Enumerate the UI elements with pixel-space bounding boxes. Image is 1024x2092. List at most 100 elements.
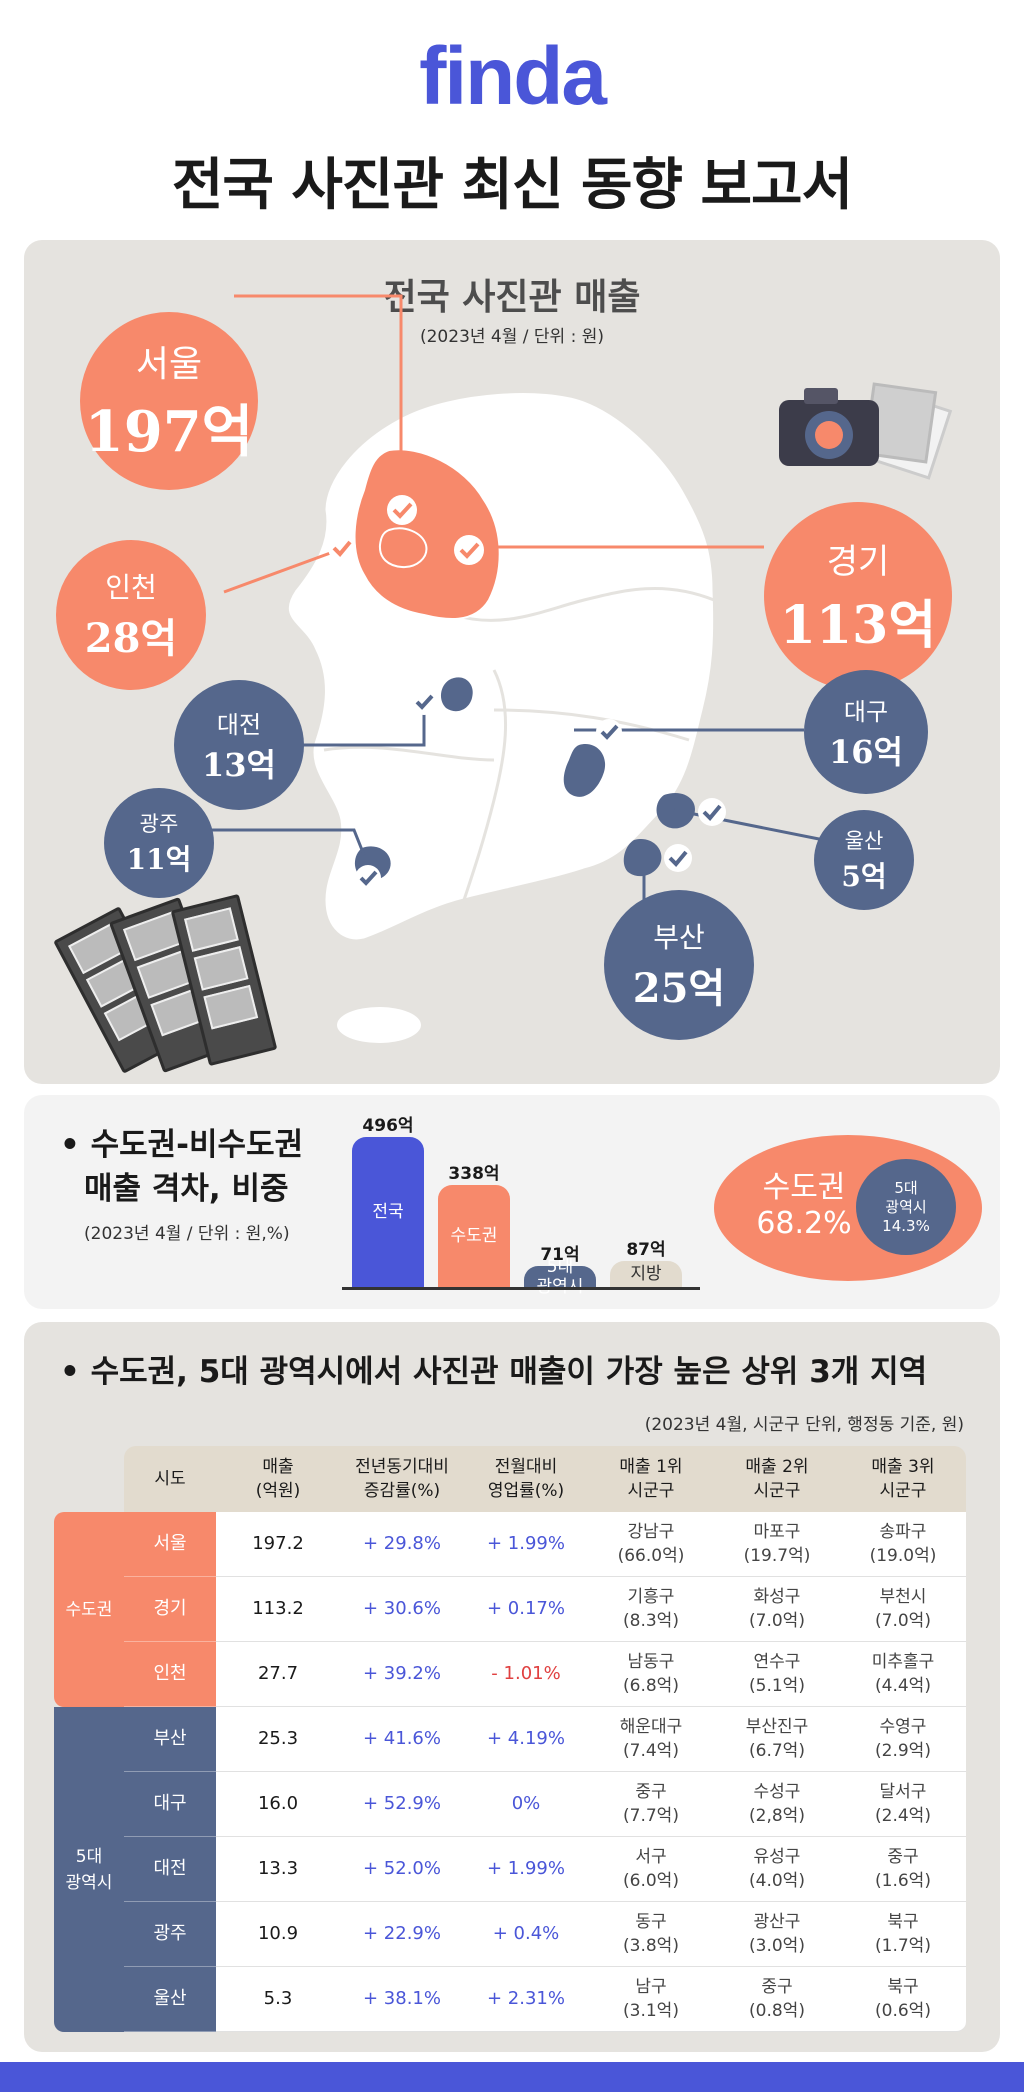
table-cell-mom: + 1.99% <box>487 1858 565 1879</box>
table-cell-rank3: 수영구 (2.9억) <box>875 1717 931 1761</box>
page-title: 전국 사진관 최신 동향 보고서 <box>171 153 853 218</box>
group-metro: 5대 광역시 <box>54 1707 124 2032</box>
table-cell-rank2: 마포구 (19.7억) <box>743 1522 811 1566</box>
table-cell-rank2: 유성구 (4.0억) <box>749 1847 805 1891</box>
table-cell-sido: 인천 <box>124 1641 216 1707</box>
table-row: 광주 10.9 + 22.9% + 0.4% 동구 (3.8억) 광산구 (3.0억) 북구 (1… <box>124 1901 966 1967</box>
table-row: 인천 27.7 + 39.2% - 1.01% 남동구 (6.8억) 연수구 (5.1억) 미추… <box>124 1641 966 1707</box>
camera-icon <box>779 382 953 480</box>
table-cell-sido: 광주 <box>124 1901 216 1967</box>
table-cell-mom: + 0.4% <box>492 1923 560 1944</box>
table-row: 경기 113.2 + 30.6% + 0.17% 기흥구 (8.3억) 화성구 (7.0억) 부… <box>124 1576 966 1642</box>
map-seoul <box>378 527 428 569</box>
table-cell-mom: + 1.99% <box>487 1533 565 1554</box>
region-bubble-daegu: 대구 16억 <box>804 670 928 794</box>
region-bubble-ulsan: 울산 5억 <box>814 810 914 910</box>
footer-bar <box>0 2062 1024 2092</box>
table-cell-yoy: + 22.9% <box>363 1923 441 1944</box>
chart-bar: 전국 <box>352 1137 424 1287</box>
table-cell-rank2: 중구 (0.8억) <box>749 1977 805 2021</box>
table-cell-rank1: 남구 (3.1억) <box>623 1977 679 2021</box>
table-cell-sales: 5.3 <box>263 1988 293 2009</box>
gap-title-line1: • 수도권-비수도권 <box>60 1127 304 1163</box>
table-cell-sales: 25.3 <box>257 1728 299 1749</box>
table-header-cell: 시도 <box>154 1469 186 1489</box>
table-cell-sales: 113.2 <box>252 1598 304 1619</box>
region-bubble-gwangju: 광주 11억 <box>104 788 214 898</box>
table-cell-mom: - 1.01% <box>491 1663 561 1684</box>
map-busan <box>623 839 662 877</box>
table-row: 대구 16.0 + 52.9% 0% 중구 (7.7억) 수성구 (2,8억) 달서구 (2.4억… <box>124 1771 966 1837</box>
region-bubble-incheon: 인천 28억 <box>56 540 206 690</box>
table-cell-sales: 16.0 <box>257 1793 299 1814</box>
map-title: 전국 사진관 매출 <box>383 277 641 318</box>
table-cell-yoy: + 38.1% <box>363 1988 441 2009</box>
table-cell-rank1: 강남구 (66.0억) <box>617 1522 685 1566</box>
korea-map <box>184 294 953 1043</box>
table-header-cell: 매출 1위 시군구 <box>619 1457 683 1501</box>
chart-value-label: 87억 <box>626 1240 666 1260</box>
map-panel: 전국 사진관 매출 (2023년 4월 / 단위 : 원) <box>24 240 1000 1084</box>
table-cell-mom: + 2.31% <box>487 1988 565 2009</box>
table-cell-rank1: 해운대구 (7.4억) <box>619 1717 683 1761</box>
table-cell-sido: 서울 <box>124 1511 216 1577</box>
chart-bar: 수도권 <box>438 1185 510 1287</box>
table-cell-rank1: 동구 (3.8억) <box>623 1912 679 1956</box>
table-cell-sido: 울산 <box>124 1966 216 2032</box>
table-cell-rank1: 남동구 (6.8억) <box>623 1652 679 1696</box>
table-cell-rank3: 북구 (0.6억) <box>875 1977 931 2021</box>
table-cell-yoy: + 29.8% <box>363 1533 441 1554</box>
table-cell-rank3: 북구 (1.7억) <box>875 1912 931 1956</box>
table-row: 대전 13.3 + 52.0% + 1.99% 서구 (6.0억) 유성구 (4.0억) 중구(… <box>124 1836 966 1902</box>
map-gyeonggi <box>353 448 501 621</box>
group-capital: 수도권 <box>54 1512 124 1707</box>
table-cell-sido: 부산 <box>124 1706 216 1772</box>
table-cell-yoy: + 30.6% <box>363 1598 441 1619</box>
table-header-cell: 매출 2위 시군구 <box>745 1457 809 1501</box>
chart-bar-label: 수도권 <box>450 1226 498 1246</box>
table-row: 부산 25.3 + 41.6% + 4.19% 해운대구 (7.4억) 부산진구 (6.7억)… <box>124 1706 966 1772</box>
share-capital-label: 수도권 68.2% <box>756 1170 852 1241</box>
chart-value-label: 71억 <box>540 1245 580 1265</box>
table-cell-rank1: 중구 (7.7억) <box>623 1782 679 1826</box>
gap-title-line2: 매출 격차, 비중 <box>84 1171 289 1207</box>
region-bubble-seoul: 서울 197억 <box>80 312 258 490</box>
table-header-cell: 매출 3위 시군구 <box>871 1457 935 1501</box>
table-cell-yoy: + 39.2% <box>363 1663 441 1684</box>
table-cell-rank2: 연수구 (5.1억) <box>749 1652 805 1696</box>
chart-value-label: 338억 <box>448 1164 500 1184</box>
table-cell-sales: 27.7 <box>257 1663 299 1684</box>
table-row: 울산 5.3 + 38.1% + 2.31% 남구 (3.1억) 중구 (0.8억) 북구 (0.… <box>124 1966 966 2032</box>
table-cell-rank2: 화성구 (7.0억) <box>749 1587 805 1631</box>
table-cell-sido: 대전 <box>124 1836 216 1902</box>
gap-panel: • 수도권-비수도권 매출 격차, 비중 (2023년 4월 / 단위 : 원,… <box>24 1095 1000 1309</box>
table-cell-rank3: 미추홀구 (4.4억) <box>871 1652 935 1696</box>
table-cell-sido: 대구 <box>124 1771 216 1837</box>
map-daegu <box>563 744 606 797</box>
table-cell-yoy: + 52.9% <box>363 1793 441 1814</box>
table-cell-sales: 10.9 <box>257 1923 299 1944</box>
table-cell-rank3: 부천시 (7.0억) <box>875 1587 931 1631</box>
table-cell-rank3: 달서구 (2.4억) <box>875 1782 931 1826</box>
table-note: (2023년 4월, 시군구 단위, 행정동 기준, 원) <box>644 1415 964 1435</box>
table-cell-rank3: 송파구 (19.0억) <box>869 1522 937 1566</box>
map-jeju <box>337 1007 421 1043</box>
gap-title: • 수도권-비수도권 매출 격차, 비중 <box>60 1123 303 1211</box>
table-panel: • 수도권, 5대 광역시에서 사진관 매출이 가장 높은 상위 3개 지역 (… <box>24 1322 1000 2052</box>
table-cell-rank2: 수성구 (2,8억) <box>749 1782 805 1826</box>
table-cell-rank1: 기흥구 (8.3억) <box>623 1587 679 1631</box>
table-cell-rank1: 서구 (6.0억) <box>623 1847 679 1891</box>
map-subtitle: (2023년 4월 / 단위 : 원) <box>419 327 605 347</box>
table-cell-sales: 197.2 <box>252 1533 304 1554</box>
map-daejeon <box>440 677 473 712</box>
table-cell-yoy: + 41.6% <box>363 1728 441 1749</box>
table-cell-sido: 경기 <box>124 1576 216 1642</box>
table-cell-yoy: + 52.0% <box>363 1858 441 1879</box>
table-header-cell: 전월대비 영업률(%) <box>487 1457 565 1501</box>
table-cell-rank2: 부산진구 (6.7억) <box>745 1717 809 1761</box>
chart-bar-label: 전국 <box>372 1202 404 1222</box>
check-icon <box>328 495 726 891</box>
table-title: • 수도권, 5대 광역시에서 사진관 매출이 가장 높은 상위 3개 지역 <box>60 1354 928 1390</box>
